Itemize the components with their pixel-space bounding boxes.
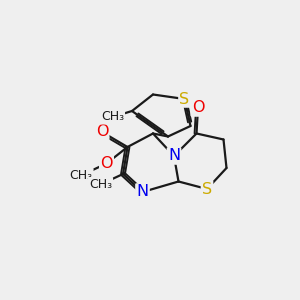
Text: O: O [100, 156, 113, 171]
Text: CH₃: CH₃ [69, 169, 93, 182]
Text: CH₃: CH₃ [101, 110, 124, 124]
Text: CH₃: CH₃ [89, 178, 112, 191]
Text: O: O [96, 124, 108, 140]
Text: N: N [136, 184, 148, 200]
Text: N: N [168, 148, 180, 164]
Text: S: S [179, 92, 190, 106]
Text: O: O [192, 100, 204, 116]
Text: S: S [202, 182, 212, 196]
